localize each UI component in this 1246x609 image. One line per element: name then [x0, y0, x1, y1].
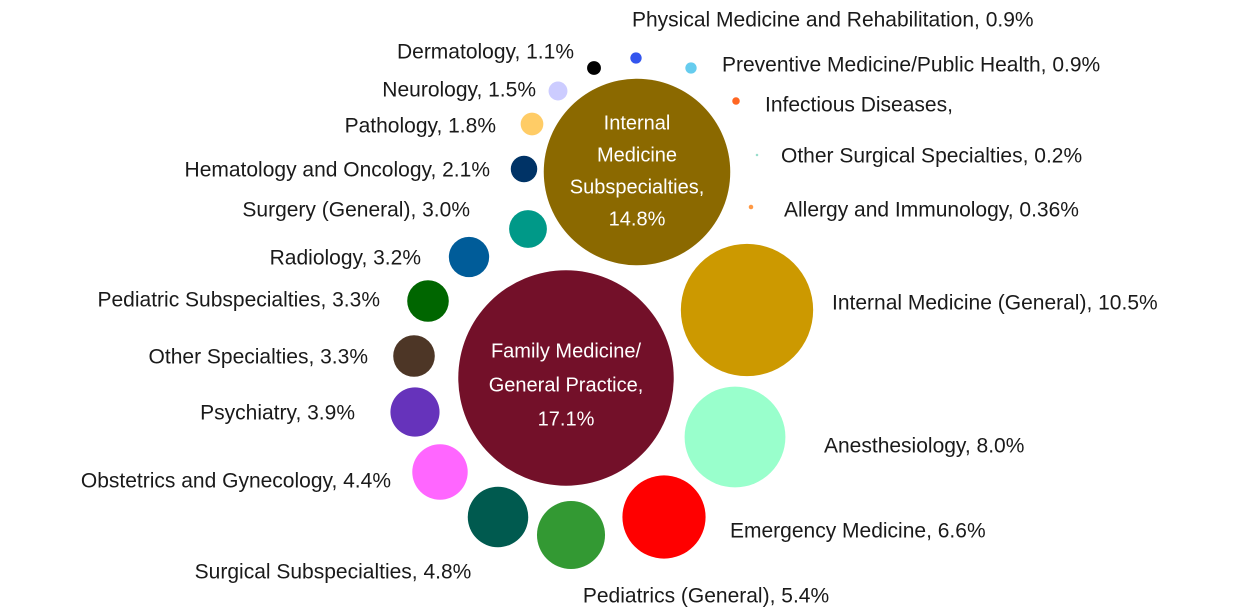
- bubble: [587, 61, 601, 75]
- bubble: [755, 153, 759, 157]
- bubble-label: Hematology and Oncology, 2.1%: [185, 159, 490, 182]
- bubble-inner-label: 17.1%: [538, 408, 595, 430]
- bubble: [412, 444, 468, 500]
- bubble-label: Pediatric Subspecialties, 3.3%: [98, 289, 381, 312]
- bubble-label: Other Specialties, 3.3%: [149, 346, 368, 369]
- bubble-label: Radiology, 3.2%: [270, 247, 421, 270]
- bubble: [630, 52, 642, 64]
- bubble-label: Dermatology, 1.1%: [397, 41, 574, 64]
- bubble-label: Emergency Medicine, 6.6%: [730, 520, 986, 543]
- bubble-label: Neurology, 1.5%: [382, 79, 536, 102]
- bubble-label: Pathology, 1.8%: [345, 115, 496, 138]
- bubble-label: Psychiatry, 3.9%: [200, 402, 355, 425]
- bubble: [622, 475, 706, 559]
- bubble-label: Infectious Diseases,: [765, 94, 953, 117]
- bubble: [448, 236, 490, 278]
- bubble: [732, 97, 740, 105]
- bubble-label: Other Surgical Specialties, 0.2%: [781, 145, 1082, 168]
- bubble-label: Surgery (General), 3.0%: [242, 199, 470, 222]
- bubble: [543, 78, 731, 266]
- bubble-inner-label: General Practice,: [489, 374, 644, 396]
- bubble-label: Pediatrics (General), 5.4%: [583, 585, 829, 608]
- bubble-inner-label: Medicine: [597, 144, 677, 166]
- bubble: [536, 500, 606, 570]
- bubble-inner-label: Subspecialties,: [570, 176, 705, 198]
- bubble: [748, 204, 754, 210]
- bubble: [548, 81, 568, 101]
- bubble: [393, 335, 435, 377]
- bubble: [680, 243, 814, 377]
- bubble: [467, 486, 529, 548]
- bubble-label: Obstetrics and Gynecology, 4.4%: [81, 470, 391, 493]
- bubble-inner-label: Internal: [604, 112, 671, 134]
- bubble-label: Internal Medicine (General), 10.5%: [832, 292, 1158, 315]
- bubble: [510, 155, 538, 183]
- bubble: [407, 280, 449, 322]
- bubble-label: Preventive Medicine/Public Health, 0.9%: [722, 54, 1100, 77]
- bubble-inner-label: 14.8%: [609, 208, 666, 230]
- bubble-inner-label: Family Medicine/: [491, 340, 641, 362]
- bubble-label: Physical Medicine and Rehabilitation, 0.…: [632, 9, 1034, 32]
- bubble-label: Anesthesiology, 8.0%: [824, 435, 1024, 458]
- bubble-label: Surgical Subspecialties, 4.8%: [195, 561, 472, 584]
- bubble: [684, 386, 786, 488]
- bubble: [520, 112, 544, 136]
- bubble: [458, 270, 674, 486]
- bubble-label: Allergy and Immunology, 0.36%: [784, 199, 1079, 222]
- bubble: [509, 210, 547, 248]
- bubble: [390, 387, 440, 437]
- bubble: [685, 62, 697, 74]
